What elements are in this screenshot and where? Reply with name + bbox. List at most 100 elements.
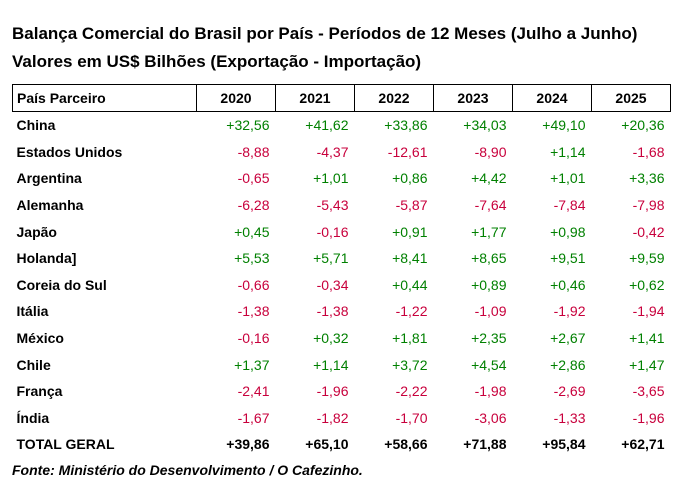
value-cell: +2,67 [550,330,586,347]
value-cell: +9,59 [629,250,665,267]
value-cell: -0,66 [237,276,270,293]
value-cell: +1,77 [471,223,507,240]
value-cell: +3,36 [629,170,665,187]
value-cell: +0,44 [392,276,428,293]
value-cell: +34,03 [463,117,507,134]
country-cell: México [16,330,64,347]
source-note: Fonte: Ministério do Desenvolvimento / O… [12,462,363,478]
value-cell: +3,72 [392,356,428,373]
country-cell: TOTAL GERAL [16,436,115,453]
country-cell: Coreia do Sul [16,276,107,293]
value-cell: -0,16 [237,330,270,347]
chart-subtitle: Valores em US$ Bilhões (Exportação - Imp… [12,52,422,71]
header-country: País Parceiro [12,84,197,112]
value-cell: +0,46 [550,276,586,293]
header-row: País Parceiro 2020 2021 2022 2023 2024 2… [12,84,671,112]
country-cell: França [16,383,63,400]
value-cell: +1,01 [550,170,586,187]
value-cell: -7,98 [632,197,665,214]
table-row: China +32,56 +41,62 +33,86 +34,03 +49,10 +20,3… [13,112,671,139]
value-cell: -1,98 [474,383,507,400]
value-cell: +0,91 [392,223,428,240]
value-cell: +1,14 [313,356,349,373]
country-cell: Argentina [16,170,82,187]
table-row: Japão +0,45 -0,16 +0,91 +1,77 +0,98 -0,42 [13,218,671,245]
value-cell: -7,84 [553,197,586,214]
value-cell: +4,54 [471,356,507,373]
table-row: Alemanha -6,28 -5,43 -5,87 -7,64 -7,84 -7,98 [13,192,671,219]
value-cell: +41,62 [305,117,349,134]
header-year: 2024 [512,84,592,112]
value-cell: -1,68 [632,143,665,160]
value-cell: -0,34 [316,276,349,293]
value-cell: -3,65 [632,383,665,400]
value-cell: -1,96 [632,409,665,426]
value-cell: -0,16 [316,223,349,240]
table-row: Índia -1,67 -1,82 -1,70 -3,06 -1,33 -1,96 [13,405,671,432]
country-cell: China [16,117,56,134]
value-cell: -8,88 [237,143,270,160]
total-row: TOTAL GERAL +39,86 +65,10 +58,66 +71,88 +95,8… [13,431,671,458]
value-cell: +58,66 [384,436,428,453]
value-cell: -2,69 [553,383,586,400]
value-cell: +1,01 [313,170,349,187]
value-cell: +62,71 [621,436,665,453]
value-cell: +0,86 [392,170,428,187]
value-cell: -1,22 [395,303,428,320]
value-cell: +5,71 [313,250,349,267]
value-cell: +2,86 [550,356,586,373]
value-cell: -2,22 [395,383,428,400]
value-cell: -4,37 [316,143,349,160]
header-year: 2020 [196,84,276,112]
value-cell: -1,38 [316,303,349,320]
table-row: Argentina -0,65 +1,01 +0,86 +4,42 +1,01 +3,36 [13,165,671,192]
value-cell: -7,64 [474,197,507,214]
value-cell: +1,37 [234,356,270,373]
value-cell: +1,14 [550,143,586,160]
value-cell: -1,82 [316,409,349,426]
table-row: Itália -1,38 -1,38 -1,22 -1,09 -1,92 -1,94 [13,298,671,325]
header-year: 2022 [354,84,434,112]
value-cell: -5,87 [395,197,428,214]
value-cell: +5,53 [234,250,270,267]
value-cell: +49,10 [542,117,586,134]
value-cell: -3,06 [474,409,507,426]
value-cell: -1,38 [237,303,270,320]
value-cell: +2,35 [471,330,507,347]
country-cell: Índia [16,409,50,426]
value-cell: +1,81 [392,330,428,347]
value-cell: +0,45 [234,223,270,240]
value-cell: +1,47 [629,356,665,373]
country-cell: Alemanha [16,197,84,214]
value-cell: -0,65 [237,170,270,187]
value-cell: -1,70 [395,409,428,426]
value-cell: +1,41 [629,330,665,347]
value-cell: -1,96 [316,383,349,400]
table-row: Holanda] +5,53 +5,71 +8,41 +8,65 +9,51 +9,59 [13,245,671,272]
value-cell: +65,10 [305,436,349,453]
country-cell: Holanda] [16,250,77,267]
header-year: 2025 [591,84,671,112]
country-cell: Estados Unidos [16,143,123,160]
header-year: 2021 [275,84,355,112]
value-cell: -5,43 [316,197,349,214]
value-cell: -12,61 [387,143,428,160]
value-cell: -1,09 [474,303,507,320]
value-cell: -1,33 [553,409,586,426]
value-cell: +0,62 [629,276,665,293]
value-cell: +8,65 [471,250,507,267]
value-cell: -1,94 [632,303,665,320]
chart-title: Balança Comercial do Brasil por País - P… [12,24,638,43]
value-cell: +0,89 [471,276,507,293]
value-cell: +8,41 [392,250,428,267]
value-cell: +4,42 [471,170,507,187]
table-row: México -0,16 +0,32 +1,81 +2,35 +2,67 +1,41 [13,325,671,352]
table-row: França -2,41 -1,96 -2,22 -1,98 -2,69 -3,65 [13,378,671,405]
table-row: Chile +1,37 +1,14 +3,72 +4,54 +2,86 +1,47 [13,351,671,378]
value-cell: -1,92 [553,303,586,320]
value-cell: -8,90 [474,143,507,160]
value-cell: +95,84 [542,436,586,453]
value-cell: +0,32 [313,330,349,347]
trade-balance-table: País Parceiro 2020 2021 2022 2023 2024 2… [12,84,671,458]
value-cell: +71,88 [463,436,507,453]
